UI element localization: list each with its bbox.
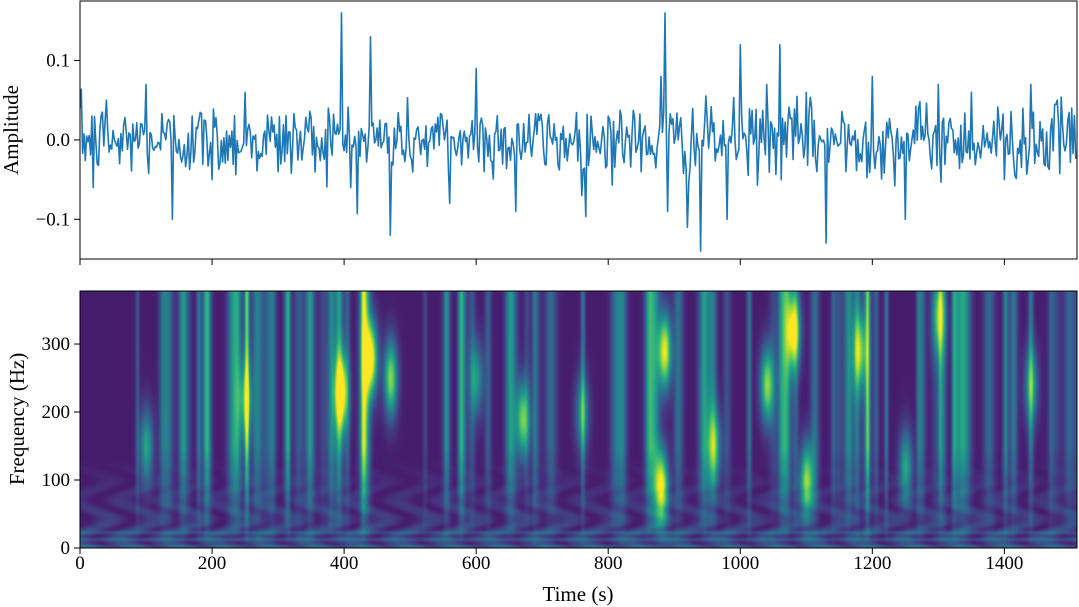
waveform-x-ticks — [79, 259, 1005, 265]
waveform-panel: −0.1 0.0 0.1 Amplitude — [0, 0, 1078, 265]
scalogram-x-tick-label: 1000 — [721, 553, 759, 574]
scalogram-y-tick-label: 0 — [61, 538, 71, 559]
scalogram-panel: 0 100 200 300 0 200 400 600 800 1000 1200 1400 Fre… — [5, 290, 1078, 606]
scalogram-x-tick-label: 1200 — [853, 553, 891, 574]
amplitude-series-line — [80, 12, 1077, 252]
scalogram-y-tick-label: 300 — [42, 334, 71, 355]
scalogram-y-ticks: 0 100 200 300 — [42, 334, 80, 559]
scalogram-y-tick-label: 200 — [42, 402, 71, 423]
scalogram-x-tick-label: 600 — [462, 553, 491, 574]
scalogram-x-tick-label: 200 — [198, 553, 227, 574]
scalogram-axes-frame — [79, 290, 1078, 549]
scalogram-x-axis-label: Time (s) — [543, 582, 614, 606]
waveform-y-tick-label: 0.1 — [46, 51, 70, 72]
waveform-y-axis-label: Amplitude — [0, 85, 23, 175]
waveform-y-ticks: −0.1 0.0 0.1 — [36, 51, 80, 230]
scalogram-x-tick-label: 400 — [330, 553, 359, 574]
waveform-axes-frame — [79, 0, 1078, 260]
waveform-y-tick-label: −0.1 — [36, 209, 70, 230]
waveform-y-tick-label: 0.0 — [46, 130, 70, 151]
scalogram-x-tick-label: 800 — [594, 553, 623, 574]
scalogram-y-tick-label: 100 — [42, 470, 71, 491]
scalogram-heatmap — [80, 291, 1077, 548]
scalogram-x-ticks: 0 200 400 600 800 1000 1200 1400 — [75, 548, 1023, 574]
scalogram-x-tick-label: 1400 — [985, 553, 1023, 574]
scalogram-y-axis-label: Frequency (Hz) — [5, 353, 29, 485]
scalogram-x-tick-label: 0 — [75, 553, 85, 574]
